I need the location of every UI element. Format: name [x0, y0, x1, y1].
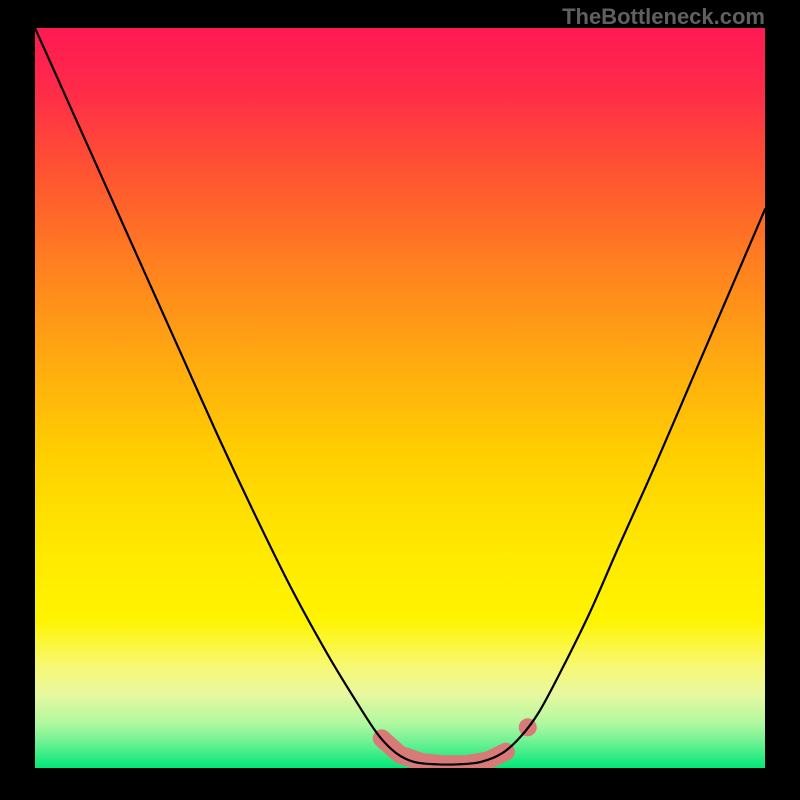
chart-svg: [35, 28, 765, 768]
gradient-background: [35, 28, 765, 768]
watermark-text: TheBottleneck.com: [562, 4, 765, 30]
chart-container: TheBottleneck.com: [0, 0, 800, 800]
plot-area: [35, 28, 765, 768]
